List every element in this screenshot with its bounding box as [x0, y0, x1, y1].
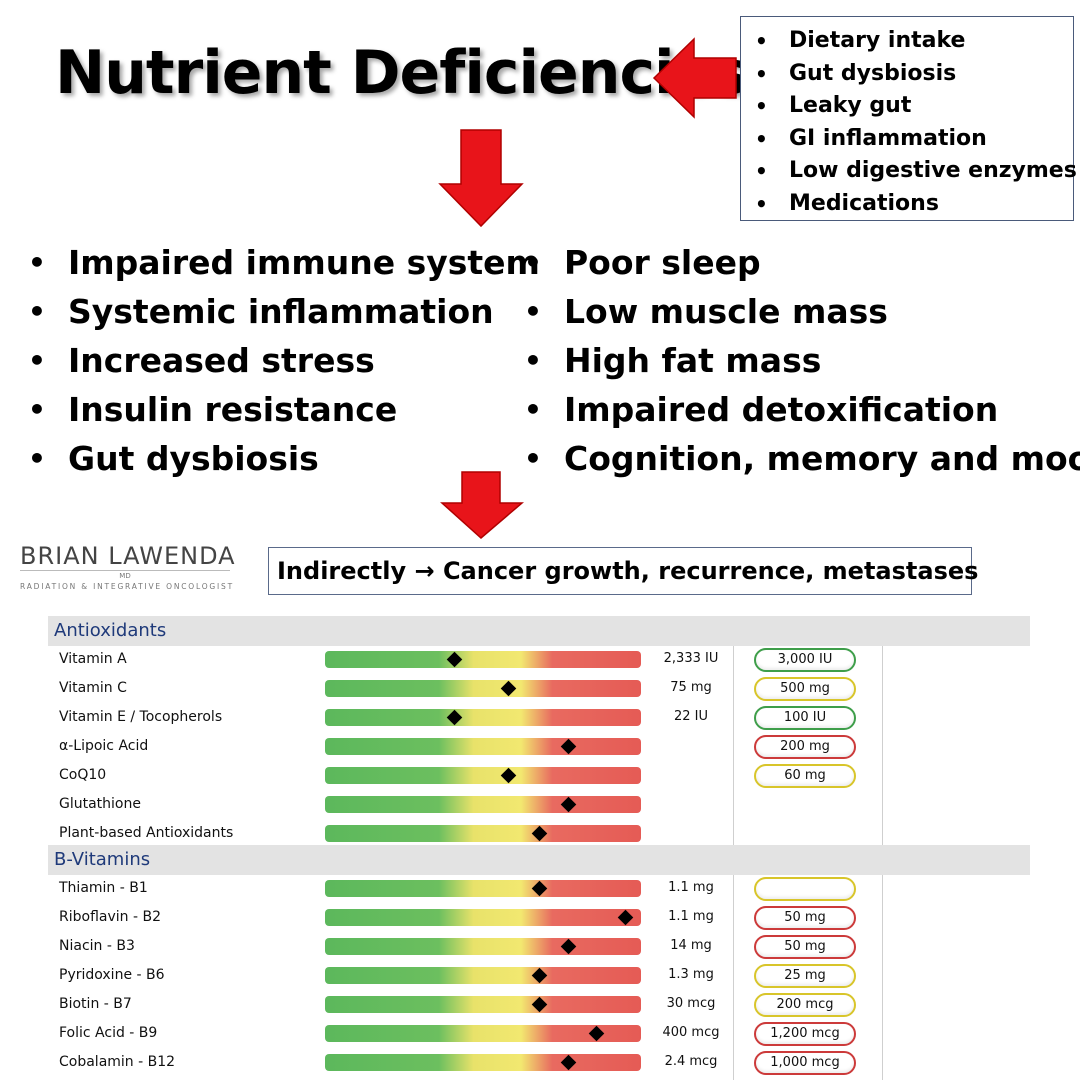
- logo: BRIAN LAWENDA MD RADIATION & INTEGRATIVE…: [20, 542, 235, 591]
- recommended-dose-pill: 1,000 mcg: [754, 1051, 856, 1075]
- level-bar: [325, 825, 641, 842]
- level-bar: [325, 1025, 641, 1042]
- nutrient-label: Glutathione: [59, 796, 141, 812]
- recommended-dose-pill: 500 mg: [754, 677, 856, 701]
- level-bar: [325, 909, 641, 926]
- level-bar: [325, 709, 641, 726]
- cause-item: Dietary intake: [741, 25, 1073, 58]
- effects-right-list: Poor sleep Low muscle mass High fat mass…: [524, 238, 1080, 483]
- recommended-dose-pill: 50 mg: [754, 906, 856, 930]
- nutrient-label: Pyridoxine - B6: [59, 967, 165, 983]
- nutrient-label: Riboflavin - B2: [59, 909, 161, 925]
- recommended-dose-pill: 100 IU: [754, 706, 856, 730]
- nutrient-label: CoQ10: [59, 767, 107, 783]
- cause-item: Medications: [741, 188, 1073, 221]
- level-bar: [325, 767, 641, 784]
- effect-item: Increased stress: [28, 336, 540, 385]
- effects-left-list: Impaired immune system Systemic inflamma…: [28, 238, 540, 483]
- intake-amount: 1.1 mg: [668, 880, 714, 895]
- intake-amount: 1.1 mg: [668, 909, 714, 924]
- indirect-effect-box: Indirectly → Cancer growth, recurrence, …: [268, 547, 978, 595]
- indirect-prefix: Indirectly: [277, 557, 407, 585]
- nutrient-label: Niacin - B3: [59, 938, 135, 954]
- effect-item: Impaired detoxification: [524, 385, 1080, 434]
- recommended-dose-pill: 1,200 mcg: [754, 1022, 856, 1046]
- effect-item: Impaired immune system: [28, 238, 540, 287]
- intake-amount: 14 mg: [670, 938, 712, 953]
- effect-item: High fat mass: [524, 336, 1080, 385]
- effect-item: Systemic inflammation: [28, 287, 540, 336]
- level-bar: [325, 996, 641, 1013]
- section-header: Antioxidants: [48, 616, 1030, 646]
- recommended-dose-pill: 50 mg: [754, 935, 856, 959]
- nutrient-label: Biotin - B7: [59, 996, 132, 1012]
- indirect-text: Cancer growth, recurrence, metastases: [442, 557, 979, 585]
- nutrient-label: Cobalamin - B12: [59, 1054, 176, 1070]
- level-bar: [325, 796, 641, 813]
- down-arrow-icon: [438, 129, 524, 228]
- level-bar: [325, 651, 641, 668]
- right-arrow-icon: →: [414, 557, 435, 585]
- causes-box: Dietary intake Gut dysbiosis Leaky gut G…: [740, 16, 1077, 221]
- page-title: Nutrient Deficiencies: [55, 38, 749, 108]
- logo-name: BRIAN LAWENDA: [20, 542, 236, 570]
- effect-item: Poor sleep: [524, 238, 1080, 287]
- recommended-dose-pill: 200 mcg: [754, 993, 856, 1017]
- nutrient-label: Plant-based Antioxidants: [59, 825, 234, 841]
- nutrient-label: Folic Acid - B9: [59, 1025, 158, 1041]
- level-bar: [325, 1054, 641, 1071]
- intake-amount: 1.3 mg: [668, 967, 714, 982]
- recommended-dose-pill: 25 mg: [754, 964, 856, 988]
- logo-subtitle: RADIATION & INTEGRATIVE ONCOLOGIST: [20, 582, 234, 591]
- level-bar: [325, 880, 641, 897]
- cause-item: Low digestive enzymes: [741, 155, 1077, 188]
- nutrient-label: Thiamin - B1: [59, 880, 148, 896]
- nutrient-label: Vitamin A: [59, 651, 127, 667]
- left-arrow-icon: [652, 37, 737, 119]
- nutrient-label: α-Lipoic Acid: [59, 738, 149, 754]
- effect-item: Cognition, memory and mood: [524, 434, 1080, 483]
- intake-amount: 30 mcg: [666, 996, 716, 1011]
- intake-amount: 2,333 IU: [663, 651, 719, 666]
- effect-item: Insulin resistance: [28, 385, 540, 434]
- nutrient-report: Antioxidants Vitamin A 2,333 IU 3,000 IU Vit…: [0, 600, 1080, 1080]
- recommended-dose-pill: 60 mg: [754, 764, 856, 788]
- section-header: B-Vitamins: [48, 845, 1030, 875]
- cause-item: Gut dysbiosis: [741, 58, 1073, 91]
- level-bar: [325, 738, 641, 755]
- recommended-dose-pill: 3,000 IU: [754, 648, 856, 672]
- intake-amount: 22 IU: [673, 709, 709, 724]
- cause-item: GI inflammation: [741, 123, 1073, 156]
- logo-credential: MD: [20, 570, 230, 581]
- intake-amount: 75 mg: [670, 680, 712, 695]
- intake-amount: 2.4 mcg: [664, 1054, 718, 1069]
- causes-list: Dietary intake Gut dysbiosis Leaky gut G…: [741, 17, 1077, 221]
- intake-amount: 400 mcg: [662, 1025, 720, 1040]
- nutrient-label: Vitamin E / Tocopherols: [59, 709, 223, 725]
- level-bar: [325, 938, 641, 955]
- down-arrow-icon: [440, 471, 524, 539]
- cause-item: Leaky gut: [741, 90, 1073, 123]
- nutrient-label: Vitamin C: [59, 680, 127, 696]
- level-bar: [325, 680, 641, 697]
- recommended-dose-pill: 200 mg: [754, 735, 856, 759]
- level-bar: [325, 967, 641, 984]
- effect-item: Gut dysbiosis: [28, 434, 540, 483]
- effect-item: Low muscle mass: [524, 287, 1080, 336]
- recommended-dose-pill: [754, 877, 856, 901]
